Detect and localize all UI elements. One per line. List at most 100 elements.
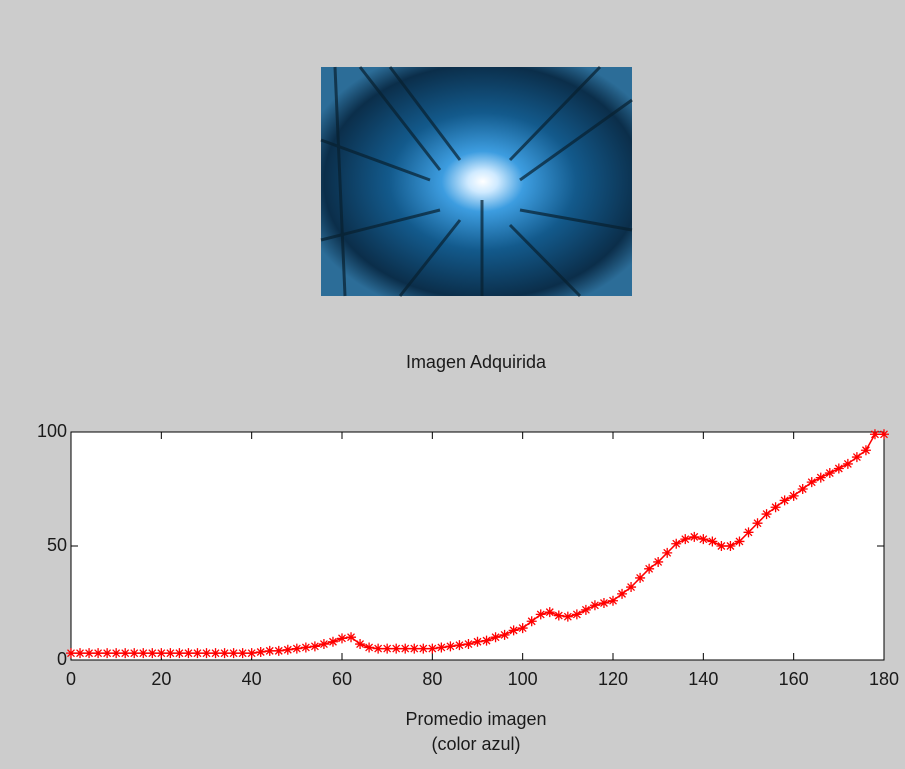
data-marker [192, 648, 203, 659]
data-marker [833, 463, 844, 474]
x-tick-label: 180 [869, 669, 899, 689]
data-marker [463, 639, 474, 650]
x-tick-label: 100 [508, 669, 538, 689]
x-tick-label: 120 [598, 669, 628, 689]
data-marker [436, 642, 447, 653]
data-marker [165, 648, 176, 659]
data-marker [228, 648, 239, 659]
data-marker [481, 635, 492, 646]
data-marker [111, 648, 122, 659]
data-marker [282, 644, 293, 655]
data-marker [535, 609, 546, 620]
data-marker [255, 647, 266, 658]
data-marker [644, 563, 655, 574]
x-axis-label: Promedio imagen [405, 709, 546, 729]
data-marker [246, 648, 257, 659]
data-marker [291, 643, 302, 654]
x-tick-label: 40 [242, 669, 262, 689]
data-marker [680, 534, 691, 545]
data-marker [237, 648, 248, 659]
data-marker [318, 639, 329, 650]
data-marker [508, 625, 519, 636]
data-marker [490, 632, 501, 643]
data-marker [517, 623, 528, 634]
x-tick-label: 140 [688, 669, 718, 689]
data-marker [617, 588, 628, 599]
data-marker [553, 610, 564, 621]
data-marker [382, 643, 393, 654]
data-marker [93, 648, 104, 659]
data-marker [589, 600, 600, 611]
data-marker [156, 648, 167, 659]
data-marker [147, 648, 158, 659]
data-marker [869, 429, 880, 440]
data-marker [337, 633, 347, 644]
x-axis-label: (color azul) [431, 734, 520, 754]
data-marker [851, 452, 862, 463]
data-marker [210, 648, 221, 659]
data-marker [526, 616, 537, 627]
data-marker [138, 648, 149, 659]
data-marker [454, 640, 465, 651]
data-marker [716, 541, 727, 551]
x-tick-label: 20 [151, 669, 171, 689]
data-marker [499, 629, 510, 640]
data-marker [653, 556, 664, 567]
data-marker [770, 502, 781, 513]
data-marker [608, 595, 618, 606]
x-tick-label: 0 [66, 669, 76, 689]
data-marker [373, 643, 384, 654]
data-marker [752, 518, 763, 529]
data-marker [815, 472, 826, 483]
y-tick-label: 50 [47, 535, 67, 555]
image-caption: Imagen Adquirida [406, 352, 547, 372]
data-marker [698, 534, 709, 545]
data-marker [66, 648, 76, 659]
y-tick-label: 100 [37, 421, 67, 441]
data-marker [544, 607, 555, 618]
data-marker [761, 509, 772, 520]
x-tick-label: 60 [332, 669, 352, 689]
data-marker [355, 639, 366, 650]
data-marker [102, 648, 113, 659]
data-marker [327, 636, 338, 647]
data-marker [779, 495, 790, 506]
data-marker [400, 643, 411, 654]
data-marker [84, 648, 95, 659]
data-marker [662, 547, 673, 558]
data-marker [409, 643, 420, 654]
data-marker [120, 648, 131, 659]
data-marker [879, 429, 889, 440]
data-marker [842, 458, 853, 469]
data-marker [580, 604, 591, 615]
y-tick-label: 0 [57, 649, 67, 669]
plot-area [70, 431, 885, 661]
data-marker [824, 468, 835, 479]
data-marker [174, 648, 185, 659]
data-marker [734, 536, 745, 547]
data-marker [707, 536, 718, 547]
x-tick-label: 160 [779, 669, 809, 689]
data-marker [264, 645, 275, 656]
data-marker [571, 609, 582, 620]
data-marker [391, 643, 402, 654]
data-marker [219, 648, 230, 659]
data-marker [743, 527, 754, 538]
data-marker [445, 641, 456, 652]
data-marker [806, 477, 817, 488]
data-marker [788, 490, 799, 501]
data-marker [346, 632, 357, 643]
data-marker [725, 541, 736, 551]
data-marker [562, 611, 573, 622]
x-tick-label: 80 [422, 669, 442, 689]
data-marker [797, 484, 808, 494]
data-marker [183, 648, 194, 659]
data-marker [860, 445, 871, 456]
acquired-image [320, 65, 633, 298]
data-marker [364, 642, 375, 653]
data-marker [626, 582, 637, 593]
data-marker [598, 598, 609, 608]
data-marker [635, 572, 646, 583]
data-marker [309, 641, 320, 652]
data-marker [418, 643, 429, 654]
